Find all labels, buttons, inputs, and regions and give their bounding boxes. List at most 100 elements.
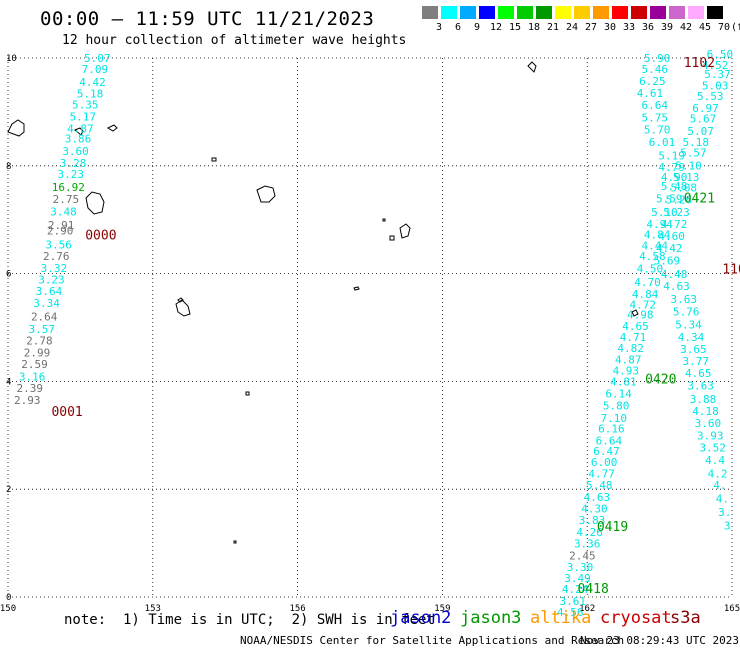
wave-height-value: 4.2 — [708, 467, 728, 480]
island-outline — [353, 286, 360, 291]
wave-height-value: 5.46 — [642, 63, 669, 76]
wave-height-value: 5.10 — [675, 160, 702, 173]
wave-height-value: 3.36 — [574, 537, 601, 550]
satellite-jason3: jason3 — [460, 608, 522, 628]
wave-height-value: 4.34 — [678, 331, 705, 344]
wave-height-value: 6.64 — [642, 99, 669, 112]
island-outlines — [7, 61, 639, 544]
wave-height-value: 4.56 — [557, 606, 584, 619]
wave-height-value: 5.08 — [670, 182, 697, 195]
wave-height-value: 6.47 — [593, 445, 620, 458]
wave-height-value: 6.97 — [692, 102, 719, 115]
wave-height-value: 3.64 — [36, 285, 63, 298]
legend-swatch — [593, 6, 609, 19]
wave-height-value: 6.16 — [598, 423, 625, 436]
x-tick-label: 159 — [434, 604, 450, 614]
legend-swatch — [555, 6, 571, 19]
legend-label: 12 — [489, 22, 503, 33]
island-outline — [245, 391, 250, 396]
x-tick-label: 156 — [289, 604, 305, 614]
legend-label: 6 — [454, 22, 462, 33]
legend-label: 24 — [565, 22, 579, 33]
wave-height-value: 4.48 — [661, 268, 688, 281]
legend-swatch — [479, 6, 495, 19]
credit-line: NOAA/NESDIS Center for Satellite Applica… — [240, 634, 625, 647]
wave-height-value: 3.34 — [33, 297, 60, 310]
wave-height-value: 5.03 — [702, 79, 729, 92]
wave-height-value: 6.64 — [596, 434, 623, 447]
wave-height-value: 3.61 — [559, 595, 586, 608]
wave-height-value: 2.39 — [16, 382, 43, 395]
wave-height-value: 4.63 — [663, 280, 690, 293]
wave-height-value: 4.79 — [658, 161, 685, 174]
pass-time-label: 0001 — [51, 405, 82, 420]
wave-height-value: 3.83 — [579, 514, 606, 527]
wave-height-value: 3.63 — [670, 293, 697, 306]
wave-height-value: 2.64 — [31, 310, 58, 323]
wave-height-value: 3.93 — [697, 430, 724, 443]
wave-height-value: 5.70 — [644, 123, 671, 136]
legend-label: 70 — [717, 22, 731, 33]
pass-time-label: 0421 — [684, 191, 715, 206]
axis-tick-labels: 150 153 156 159 162 165 0 2 4 6 8 10 — [0, 54, 740, 614]
wave-height-value: 4.4 — [705, 454, 725, 467]
legend-swatch — [441, 6, 457, 19]
island-outline — [106, 124, 118, 132]
legend-label: 36 — [641, 22, 655, 33]
wave-height-value: 5.57 — [680, 147, 707, 160]
legend-swatch — [422, 6, 438, 19]
wave-height-value: 4.60 — [658, 230, 685, 243]
legend-label: 39 — [660, 22, 674, 33]
wave-height-value: 5.69 — [654, 254, 681, 267]
island-outline — [399, 223, 411, 239]
wave-height-value: 5.23 — [663, 206, 690, 219]
wave-height-value: 4.98 — [627, 308, 654, 321]
wave-height-value: 6.00 — [591, 456, 618, 469]
wave-height-value: 2.76 — [43, 250, 70, 263]
wave-height-value: 2.93 — [14, 394, 41, 407]
wave-height-value: 4.87 — [615, 354, 642, 367]
wave-height-value: 3.60 — [62, 145, 89, 158]
wave-height-value: 3.60 — [695, 417, 722, 430]
wave-height-value: 3.63 — [687, 379, 714, 392]
footer-note: note: 1) Time is in UTC; 2) SWH is in fe… — [64, 612, 435, 628]
legend-swatch — [517, 6, 533, 19]
wave-height-value: 4.44 — [642, 239, 669, 252]
pass-time-label: 0419 — [597, 520, 628, 535]
legend-label: 45 — [698, 22, 712, 33]
wave-height-value: 5.76 — [673, 306, 700, 319]
wave-height-value: 5.17 — [70, 111, 97, 124]
legend-label: 9 — [473, 22, 481, 33]
legend-label: 18 — [527, 22, 541, 33]
island-outline — [85, 191, 105, 215]
wave-height-value: 5.07 — [687, 125, 714, 138]
island-outline — [74, 127, 84, 136]
legend-swatch — [688, 6, 704, 19]
wave-height-value: 5.80 — [603, 399, 630, 412]
wave-height-value: 4.72 — [629, 299, 656, 312]
wave-height-value: 4.87 — [67, 122, 94, 135]
legend-label: 3 — [435, 22, 443, 33]
wave-height-value: 3.48 — [50, 205, 77, 218]
wave-height-value: 4.94 — [646, 218, 673, 231]
island-outline — [382, 218, 386, 222]
x-tick-label: 165 — [724, 604, 740, 614]
legend-label: 21 — [546, 22, 560, 33]
wave-height-value: 4. — [713, 479, 726, 492]
y-tick-label: 10 — [6, 54, 17, 64]
island-outline — [177, 297, 184, 303]
wave-height-value: 5.18 — [77, 87, 104, 100]
wave-height-value: 3.32 — [41, 262, 68, 275]
pass-time-label: 0420 — [645, 373, 676, 388]
wave-height-value: 5.35 — [72, 99, 99, 112]
wave-height-value: 4. — [716, 493, 729, 506]
wave-height-value: 3.28 — [60, 157, 87, 170]
wave-height-value: 3.30 — [567, 561, 594, 574]
wave-height-value: 4.82 — [617, 342, 644, 355]
wave-height-value: 4.71 — [620, 331, 647, 344]
wave-height-value: 3.52 — [699, 441, 726, 454]
legend-swatch — [536, 6, 552, 19]
y-tick-label: 0 — [6, 593, 11, 603]
wave-height-value: 5.48 — [586, 479, 613, 492]
wave-height-value: 2.91 — [48, 219, 75, 232]
